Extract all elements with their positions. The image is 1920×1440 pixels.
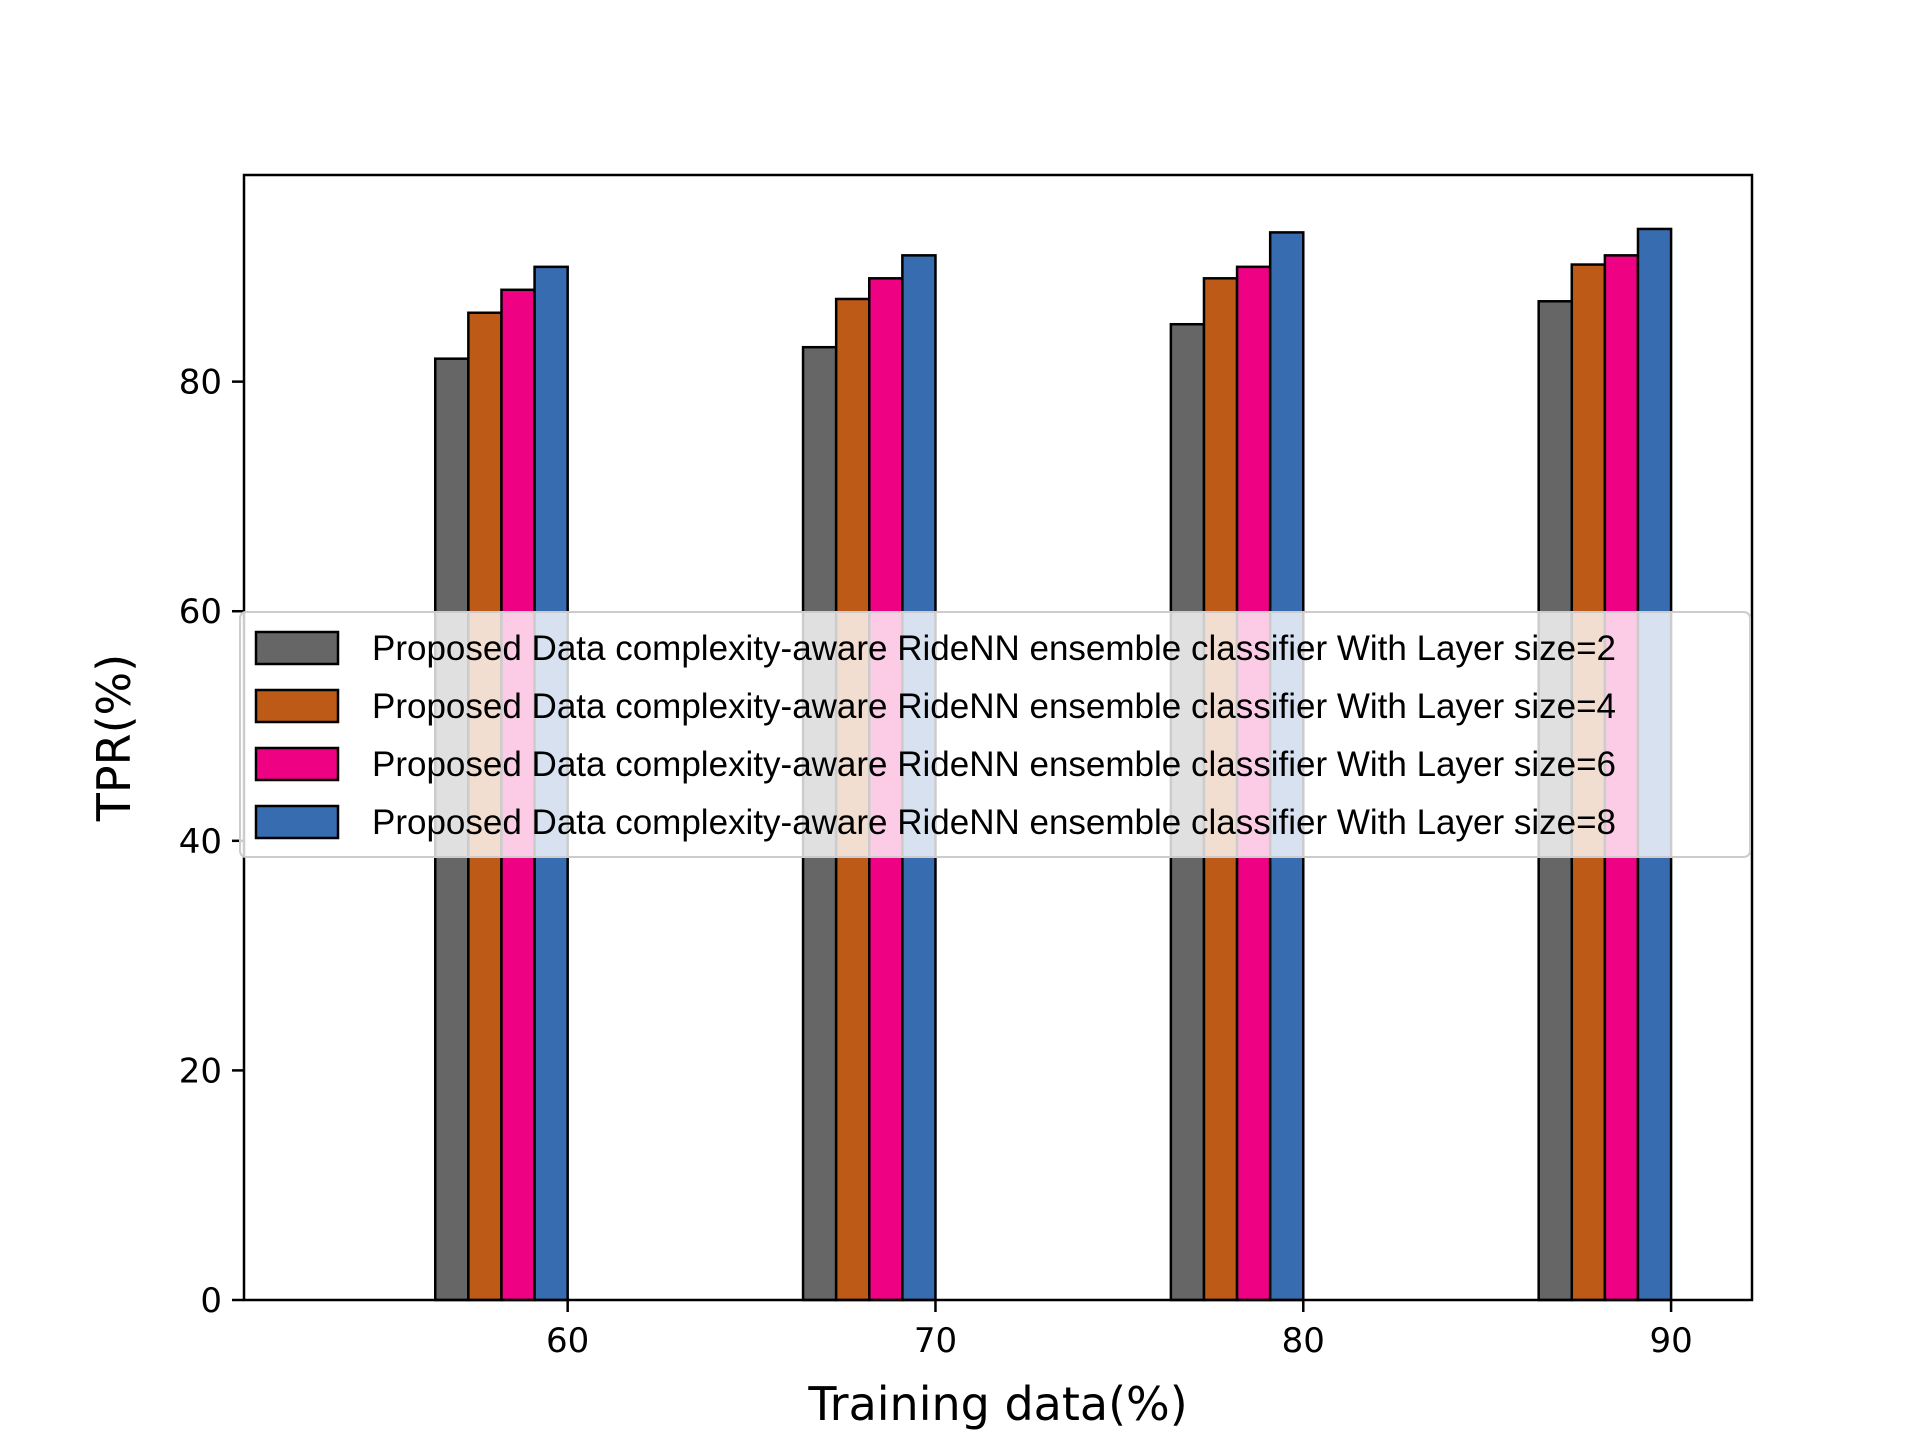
legend-swatch-1 (254, 630, 340, 666)
legend-swatch-3 (254, 746, 340, 782)
x-tick-label: 60 (546, 1321, 589, 1361)
legend-swatch-4 (254, 804, 340, 840)
legend-label-2: Proposed Data complexity-aware RideNN en… (372, 687, 1616, 726)
y-tick-label: 40 (179, 822, 222, 862)
y-tick-label: 20 (179, 1051, 222, 1091)
x-tick-label: 80 (1282, 1321, 1325, 1361)
legend-label-1: Proposed Data complexity-aware RideNN en… (372, 629, 1616, 668)
legend-label-4: Proposed Data complexity-aware RideNN en… (372, 803, 1616, 842)
y-axis: 0 20 40 60 80 (179, 363, 244, 1321)
y-tick-label: 80 (179, 363, 222, 403)
y-tick-label: 60 (179, 592, 222, 632)
legend-label-3: Proposed Data complexity-aware RideNN en… (372, 745, 1616, 784)
legend-swatch-2 (254, 688, 340, 724)
y-axis-title: TPR(%) (87, 654, 141, 822)
legend: Proposed Data complexity-aware RideNN en… (239, 611, 1751, 858)
y-tick-label: 0 (200, 1281, 222, 1321)
legend-box (239, 611, 1751, 858)
x-tick-label: 90 (1649, 1321, 1692, 1361)
x-tick-label: 70 (914, 1321, 957, 1361)
x-axis: 60 70 80 90 (546, 1300, 1693, 1361)
x-axis-title: Training data(%) (807, 1377, 1187, 1431)
